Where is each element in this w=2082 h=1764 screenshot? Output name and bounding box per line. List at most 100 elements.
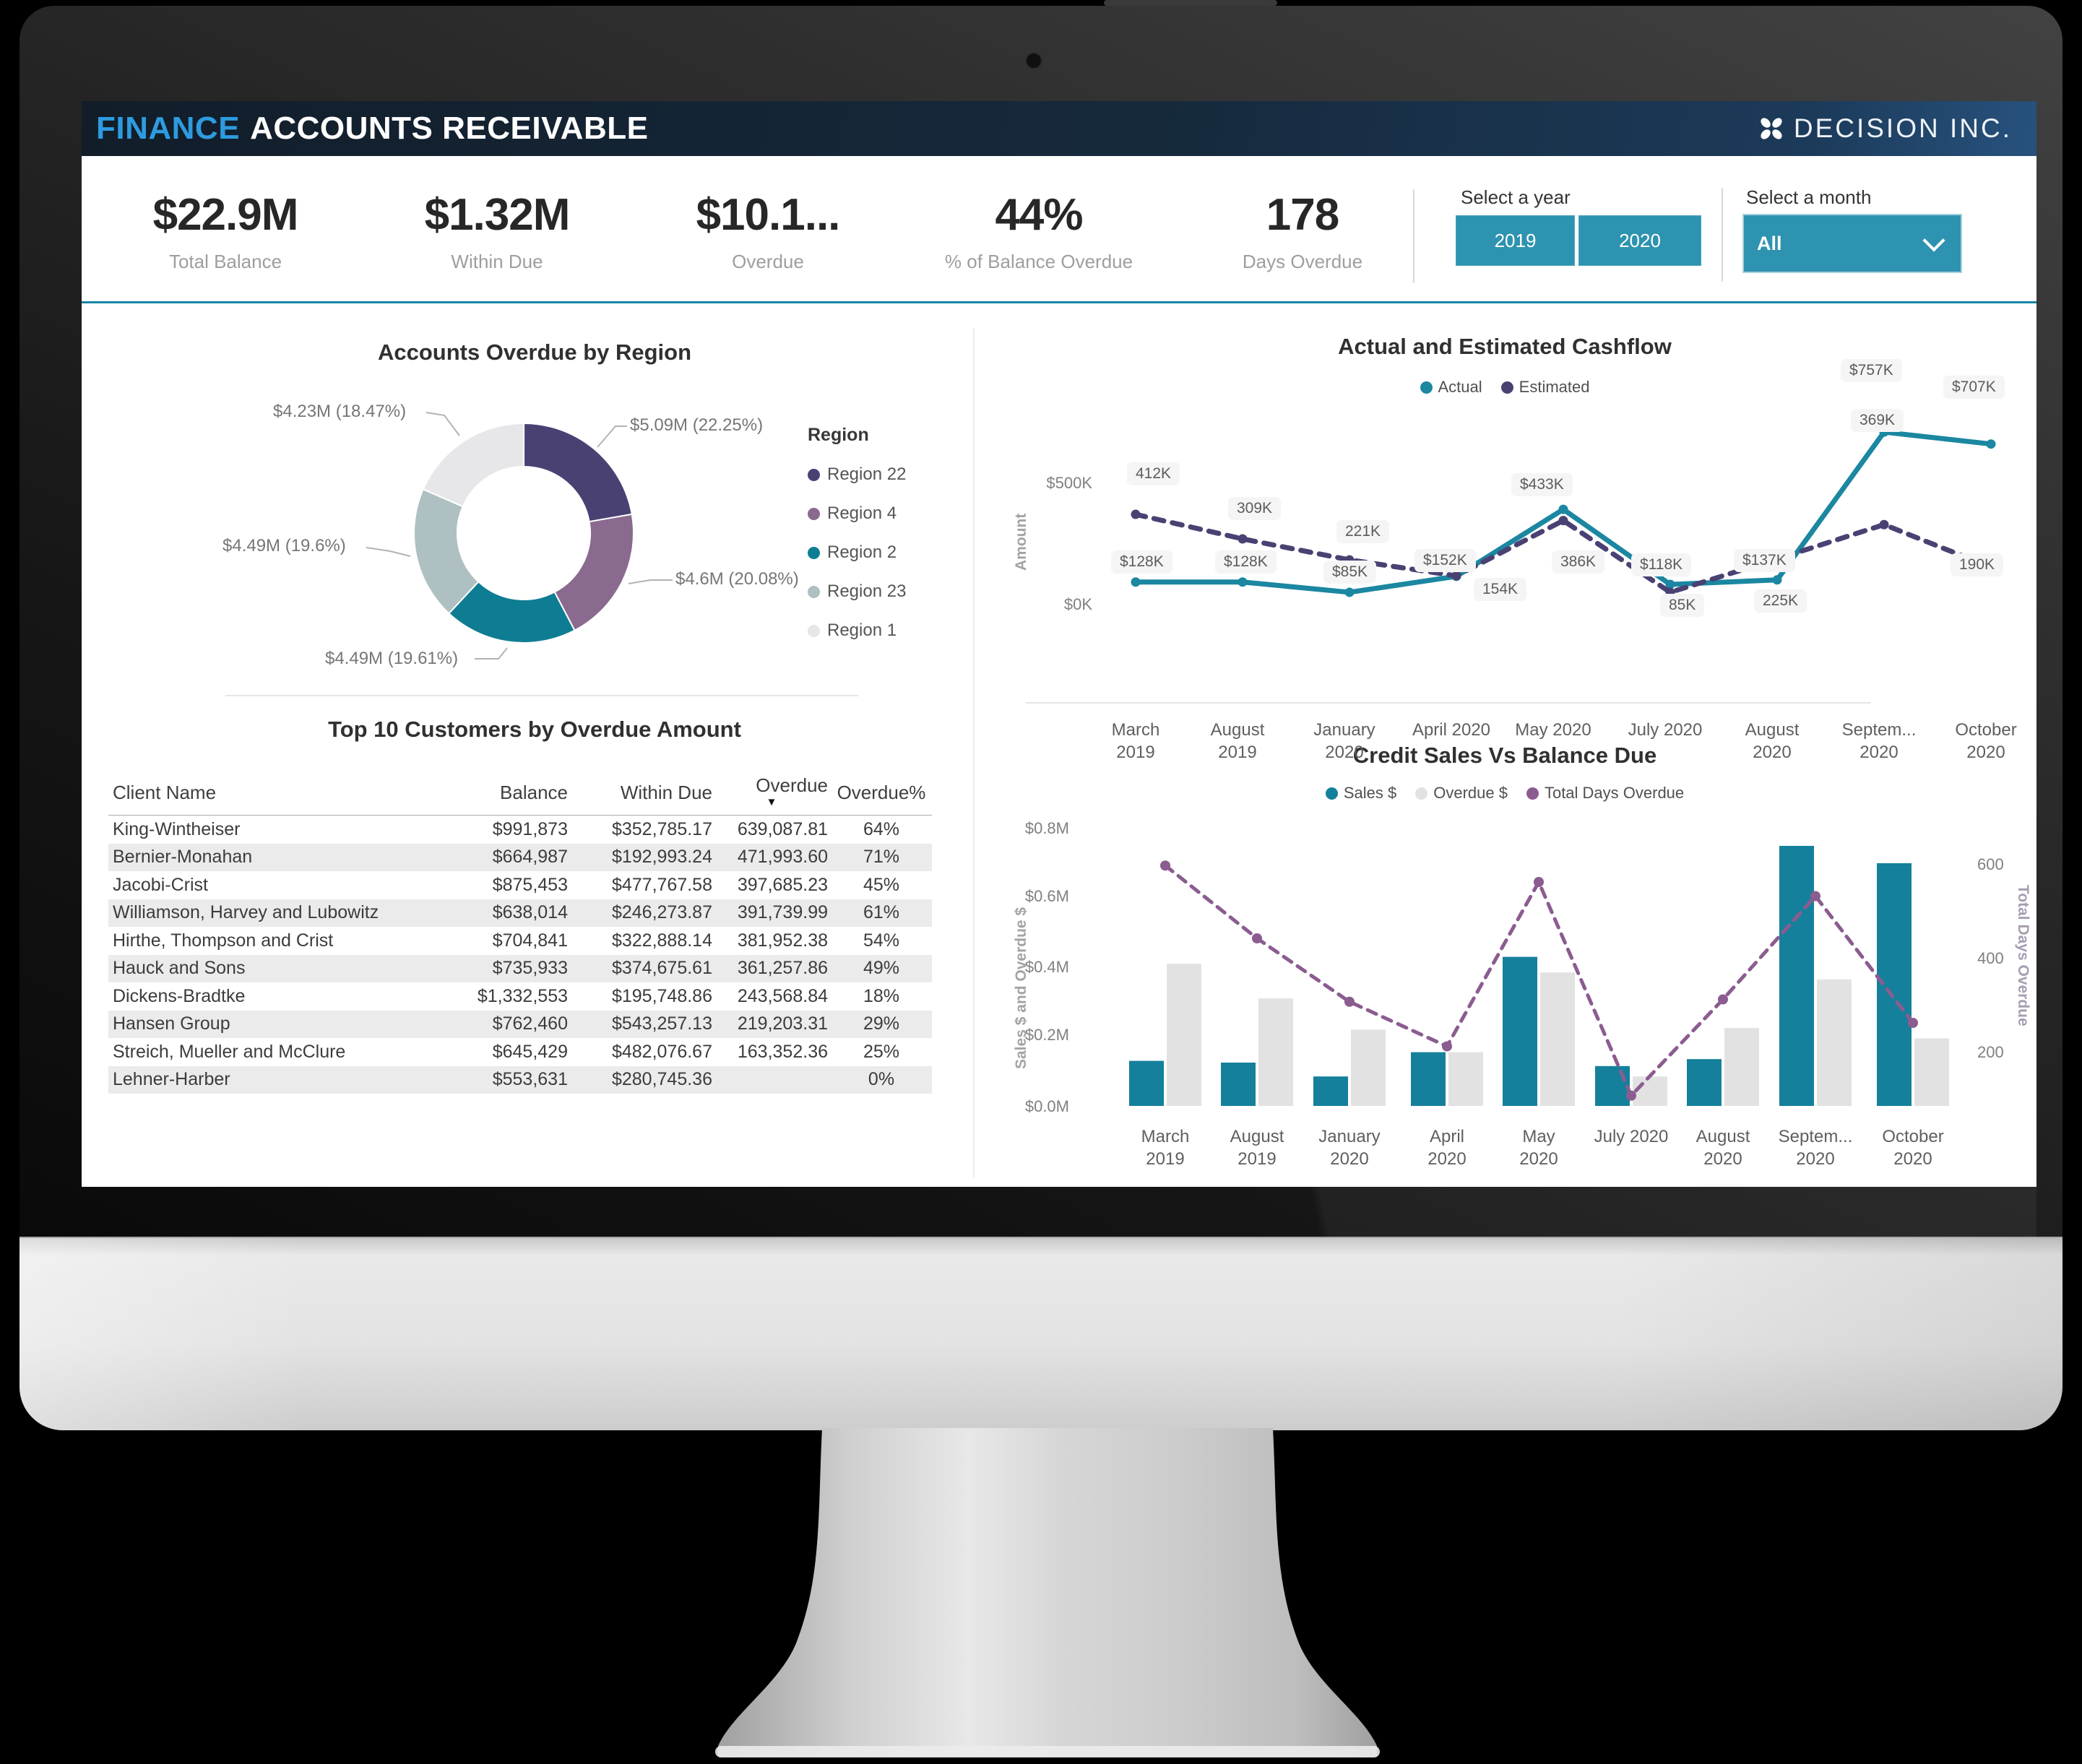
cashflow-point-actual[interactable] — [1772, 575, 1782, 585]
year-button-2020[interactable]: 2020 — [1578, 215, 1701, 266]
credit-bar-overdue-[interactable] — [1540, 972, 1575, 1106]
table-row[interactable]: Lehner-Harber $553,631 $280,745.36 0% — [108, 1065, 932, 1094]
cashflow-point-estimated[interactable] — [1131, 509, 1141, 519]
credit-bar-sales-[interactable] — [1411, 1052, 1446, 1106]
sort-desc-icon[interactable]: ▼ — [766, 796, 777, 808]
table-row[interactable]: Jacobi-Crist $875,453 $477,767.58 397,685.2… — [108, 871, 932, 899]
credit-bar-overdue-[interactable] — [1167, 964, 1201, 1106]
cashflow-point-actual[interactable] — [1344, 587, 1355, 597]
cashflow-legend: Actual Estimated — [1127, 378, 1883, 397]
credit-line-point[interactable] — [1908, 1018, 1918, 1028]
donut-slice-region-22[interactable] — [523, 422, 633, 523]
cashflow-point-estimated[interactable] — [1451, 571, 1461, 581]
cashflow-point-estimated[interactable] — [1558, 516, 1568, 526]
donut-legend-item[interactable]: Region 23 — [808, 581, 906, 602]
table-cell: Jacobi-Crist — [113, 874, 208, 895]
credit-line-point[interactable] — [1534, 877, 1544, 887]
col-within-due[interactable]: Within Due — [620, 782, 712, 803]
col-overdue[interactable]: Overdue ▼ — [715, 774, 831, 810]
table-row[interactable]: Hauck and Sons $735,933 $374,675.61 361,257… — [108, 954, 932, 982]
legend-label: Region 23 — [827, 581, 907, 601]
cashflow-chart-title: Actual and Estimated Cashflow — [1338, 334, 1672, 359]
month-dropdown[interactable]: All — [1742, 214, 1962, 273]
legend-dot — [1526, 787, 1539, 800]
donut-slice-region-4[interactable] — [553, 513, 634, 632]
cashflow-point-estimated[interactable] — [1237, 534, 1248, 544]
cashflow-point-estimated[interactable] — [1879, 519, 1889, 529]
legend-item-estimated[interactable]: Estimated — [1500, 378, 1589, 397]
credit-bar-sales-[interactable] — [1503, 956, 1537, 1106]
credit-bar-sales-[interactable] — [1595, 1065, 1630, 1106]
legend-label: Region 2 — [827, 542, 897, 562]
legend-item-sales-[interactable]: Sales $ — [1325, 784, 1396, 803]
cashflow-point-actual[interactable] — [1558, 504, 1568, 514]
col-overdue-pct[interactable]: Overdue% — [837, 782, 926, 803]
table-cell: 25% — [863, 1041, 900, 1062]
donut-slice-region-1[interactable] — [422, 422, 525, 508]
cashflow-x-label: Septem... 2020 — [1841, 720, 1917, 762]
donut-legend-item[interactable]: Region 1 — [808, 621, 906, 641]
col-balance[interactable]: Balance — [500, 782, 568, 803]
table-cell: $477,767.58 — [611, 874, 712, 895]
data-label-estimated: 412K — [1127, 462, 1180, 485]
donut-legend-item[interactable]: Region 22 — [808, 464, 906, 485]
donut-legend-item[interactable]: Region 4 — [808, 503, 906, 524]
kpi-days-overdue: 178 Days Overdue — [1172, 189, 1433, 273]
cashflow-line-estimated[interactable] — [1133, 511, 1994, 595]
cashflow-point-actual[interactable] — [1665, 579, 1675, 589]
kpi-label: Days Overdue — [1242, 251, 1363, 272]
credit-line-point[interactable] — [1626, 1090, 1636, 1101]
credit-line-point[interactable] — [1252, 933, 1262, 943]
col-client-name[interactable]: Client Name — [113, 782, 217, 803]
table-cell: $735,933 — [492, 958, 568, 979]
credit-line-point[interactable] — [1344, 996, 1355, 1007]
legend-item-total-days-overdue[interactable]: Total Days Overdue — [1526, 784, 1684, 803]
table-header-row[interactable]: Client Name Balance Within Due Overdue ▼… — [108, 774, 932, 816]
credit-bar-overdue-[interactable] — [1633, 1076, 1667, 1106]
credit-bar-sales-[interactable] — [1221, 1063, 1256, 1106]
credit-bar-overdue-[interactable] — [1258, 998, 1293, 1106]
credit-bar-overdue-[interactable] — [1351, 1029, 1386, 1106]
table-cell: 163,352.36 — [737, 1041, 828, 1062]
table-row[interactable]: Streich, Mueller and McClure $645,429 $482… — [108, 1038, 932, 1066]
credit-bar-sales-[interactable] — [1129, 1060, 1164, 1106]
table-row[interactable]: Bernier-Monahan $664,987 $192,993.24 471,99… — [108, 843, 932, 871]
credit-line-point[interactable] — [1442, 1041, 1452, 1052]
chevron-down-icon — [1922, 229, 1945, 252]
credit-line-point[interactable] — [1160, 860, 1170, 871]
kpi-overdue: $10.1... Overdue — [638, 189, 898, 273]
table-row[interactable]: King-Wintheiser $991,873 $352,785.17 639,08… — [108, 816, 932, 844]
cashflow-point-actual[interactable] — [1986, 439, 1996, 449]
legend-dot — [808, 507, 820, 520]
table-row[interactable]: Hansen Group $762,460 $543,257.13 219,203.3… — [108, 1010, 932, 1038]
credit-right-tick: 400 — [1977, 949, 2004, 967]
year-button-2019[interactable]: 2019 — [1456, 215, 1575, 266]
page-title: FINANCE ACCOUNTS RECEIVABLE — [96, 111, 648, 147]
credit-bar-overdue-[interactable] — [1724, 1028, 1759, 1106]
credit-line-point[interactable] — [1810, 891, 1820, 902]
legend-item-overdue-[interactable]: Overdue $ — [1415, 784, 1508, 803]
credit-bar-overdue-[interactable] — [1817, 979, 1852, 1106]
legend-label: Total Days Overdue — [1544, 784, 1685, 802]
table-row[interactable]: Williamson, Harvey and Lubowitz $638,014 $… — [108, 899, 932, 927]
table-cell: 391,739.99 — [737, 902, 828, 923]
credit-bar-sales-[interactable] — [1687, 1059, 1722, 1106]
kpi-value: 178 — [1266, 190, 1339, 240]
cashflow-point-actual[interactable] — [1131, 577, 1141, 587]
credit-line-point[interactable] — [1718, 994, 1728, 1005]
credit-x-label: October 2020 — [1882, 1127, 1944, 1169]
credit-right-tick: 600 — [1977, 855, 2004, 873]
table-row[interactable]: Dickens-Bradtke $1,332,553 $195,748.86 243,… — [108, 982, 932, 1011]
cashflow-point-actual[interactable] — [1237, 577, 1248, 587]
table-cell: $280,745.36 — [611, 1069, 712, 1090]
credit-bar-sales-[interactable] — [1313, 1076, 1348, 1106]
credit-bar-overdue-[interactable] — [1448, 1052, 1483, 1106]
donut-legend-item[interactable]: Region 2 — [808, 542, 906, 563]
legend-item-actual[interactable]: Actual — [1420, 378, 1482, 397]
credit-bar-overdue-[interactable] — [1914, 1038, 1949, 1106]
donut-callout-region23: $4.49M (19.6%) — [223, 536, 346, 555]
table-cell: $192,993.24 — [611, 847, 712, 868]
table-row[interactable]: Hirthe, Thompson and Crist $704,841 $322,8… — [108, 927, 932, 955]
legend-label: Overdue $ — [1433, 784, 1508, 802]
credit-bar-sales-[interactable] — [1779, 846, 1814, 1106]
